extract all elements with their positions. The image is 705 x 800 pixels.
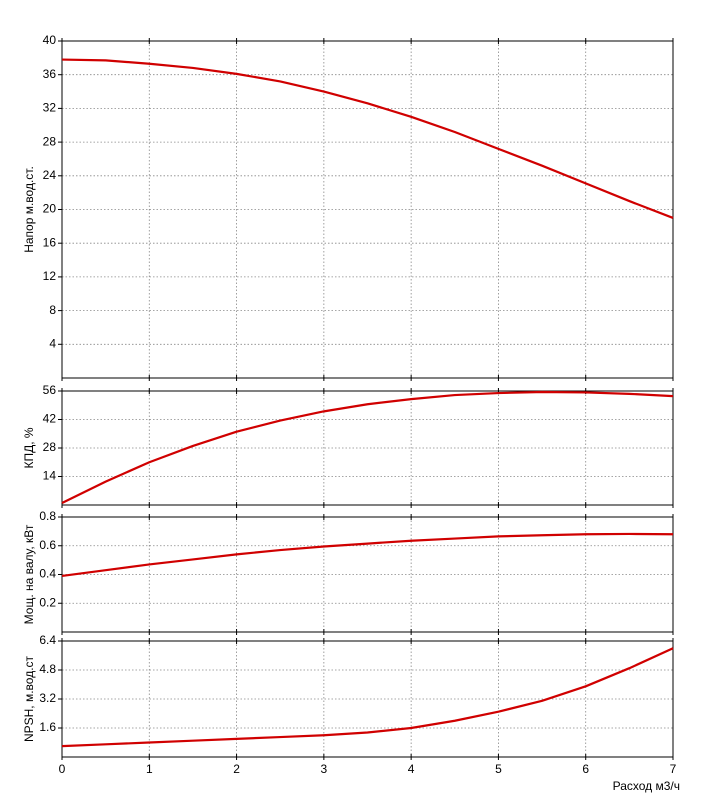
y-tick-label: 40 bbox=[43, 33, 57, 47]
x-tick-label: 3 bbox=[321, 762, 328, 776]
y-tick-label: 56 bbox=[43, 383, 57, 397]
x-tick-label: 5 bbox=[495, 762, 502, 776]
data-line bbox=[61, 532, 674, 578]
x-axis-label: Расход м3/ч bbox=[613, 779, 680, 793]
data-line bbox=[61, 390, 674, 504]
y-tick-label: 20 bbox=[43, 202, 57, 216]
x-tick-label: 1 bbox=[146, 762, 153, 776]
y-tick-label: 0.4 bbox=[39, 567, 56, 581]
x-tick-label: 4 bbox=[408, 762, 415, 776]
y-tick-label: 12 bbox=[43, 269, 57, 283]
y-tick-label: 4 bbox=[49, 336, 56, 350]
data-line bbox=[61, 58, 674, 219]
plot-frame bbox=[61, 40, 674, 379]
y-tick-label: 0.8 bbox=[39, 509, 56, 523]
y-tick-label: 28 bbox=[43, 440, 57, 454]
plot-frame bbox=[61, 640, 674, 758]
y-axis-label: КПД, % bbox=[22, 427, 36, 468]
y-axis-label: NPSH, м.вод.ст bbox=[22, 655, 36, 742]
y-tick-label: 14 bbox=[43, 469, 57, 483]
y-tick-label: 0.6 bbox=[39, 538, 56, 552]
y-axis-label: Мощ. на валу, кВт bbox=[22, 524, 36, 624]
data-line bbox=[61, 647, 674, 748]
y-tick-label: 6.4 bbox=[39, 633, 56, 647]
y-tick-label: 16 bbox=[43, 235, 57, 249]
x-tick-label: 2 bbox=[233, 762, 240, 776]
y-tick-label: 4.8 bbox=[39, 662, 56, 676]
y-tick-label: 1.6 bbox=[39, 720, 56, 734]
y-tick-label: 24 bbox=[43, 168, 57, 182]
y-tick-label: 36 bbox=[43, 67, 57, 81]
y-tick-label: 8 bbox=[49, 303, 56, 317]
y-tick-label: 3.2 bbox=[39, 691, 56, 705]
y-tick-label: 42 bbox=[43, 412, 57, 426]
y-axis-label: Напор м.вод.ст. bbox=[22, 166, 36, 253]
x-tick-label: 0 bbox=[59, 762, 66, 776]
y-tick-label: 28 bbox=[43, 134, 57, 148]
plot-frame bbox=[61, 516, 674, 633]
x-tick-label: 6 bbox=[582, 762, 589, 776]
plot-frame bbox=[61, 390, 674, 506]
y-tick-label: 0.2 bbox=[39, 595, 56, 609]
x-tick-label: 7 bbox=[670, 762, 677, 776]
y-tick-label: 32 bbox=[43, 101, 57, 115]
